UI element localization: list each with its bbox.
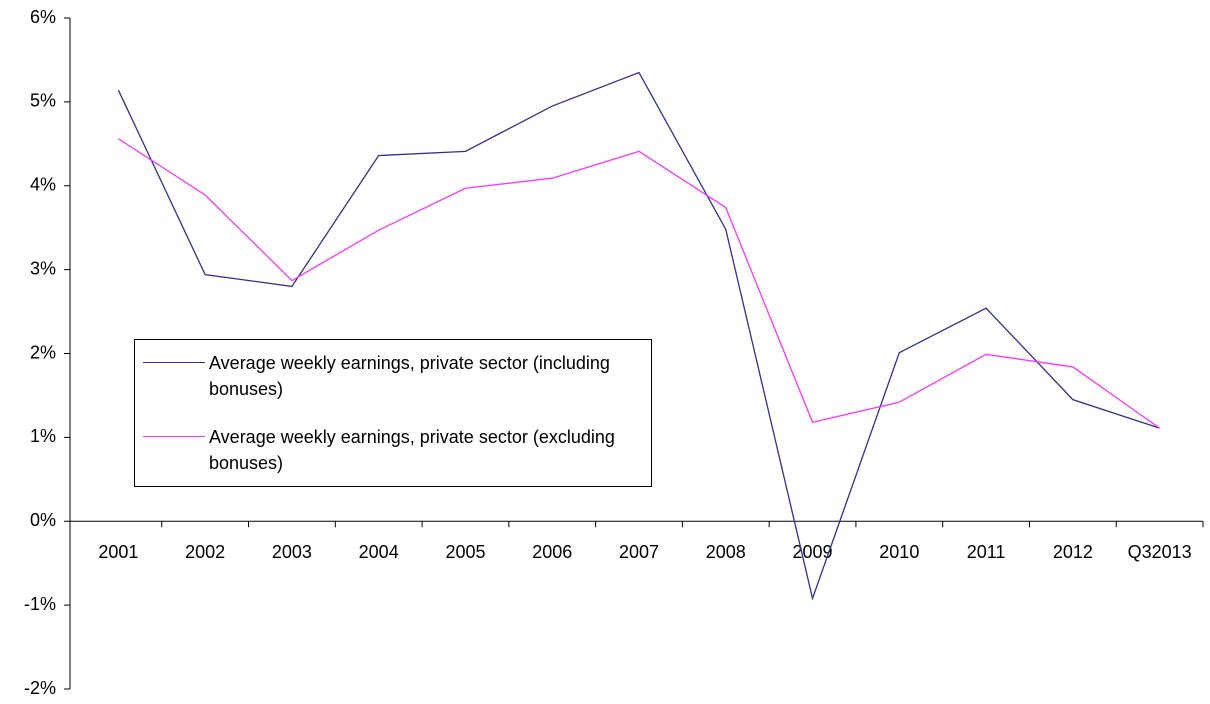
x-tick-label: 2004 xyxy=(359,542,399,562)
y-tick-label: 0% xyxy=(30,510,56,530)
x-tick-label: Q32013 xyxy=(1128,542,1192,562)
y-tick-label: 1% xyxy=(30,426,56,446)
x-tick-label: 2006 xyxy=(532,542,572,562)
series-line xyxy=(117,71,1160,601)
y-tick-label: 2% xyxy=(30,342,56,362)
y-tick-label: 4% xyxy=(30,175,56,195)
y-tick-label: -1% xyxy=(24,594,56,614)
x-tick-label: 2008 xyxy=(706,542,746,562)
y-tick-label: 3% xyxy=(30,258,56,278)
legend-swatch xyxy=(143,362,205,363)
x-tick-label: 2005 xyxy=(445,542,485,562)
x-tick-label: 2003 xyxy=(272,542,312,562)
legend-label: Average weekly earnings, private sector … xyxy=(209,353,610,399)
y-tick-label: 6% xyxy=(30,7,56,27)
x-tick-label: 2001 xyxy=(98,542,138,562)
x-tick-label: 2010 xyxy=(879,542,919,562)
y-tick-label: -2% xyxy=(24,678,56,698)
x-tick-label: 2011 xyxy=(967,542,1006,562)
legend: Average weekly earnings, private sector … xyxy=(134,339,652,487)
x-tick-label: 2012 xyxy=(1053,542,1093,562)
legend-label: Average weekly earnings, private sector … xyxy=(209,427,615,473)
legend-swatch xyxy=(143,436,205,437)
x-tick-label: 2007 xyxy=(619,542,659,562)
x-tick-label: 2002 xyxy=(185,542,225,562)
y-tick-label: 5% xyxy=(30,91,56,111)
series-line xyxy=(118,138,1160,429)
